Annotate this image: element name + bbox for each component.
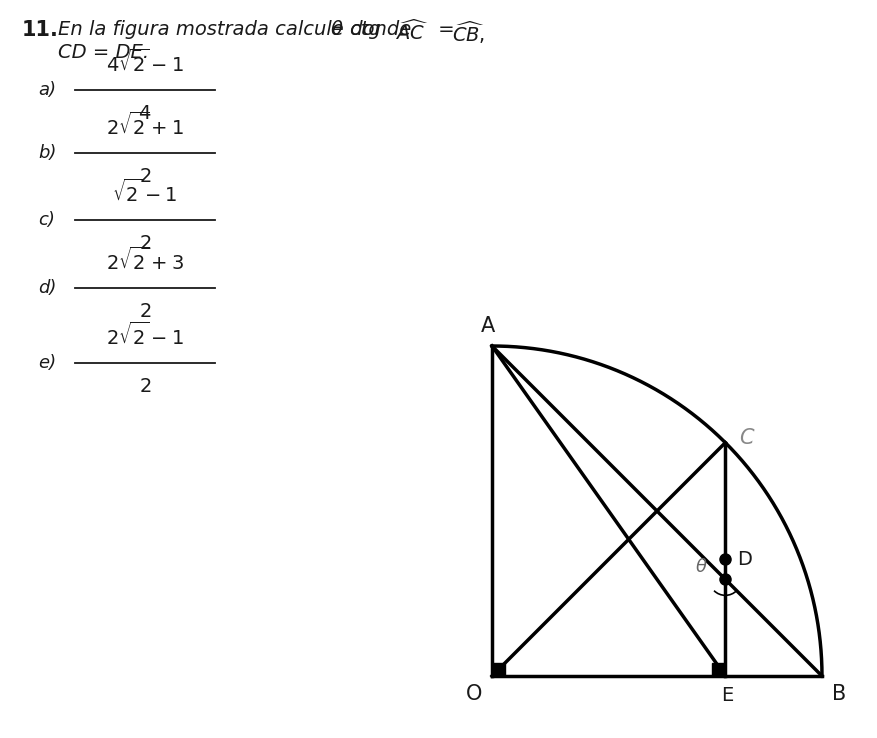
Text: En la figura mostrada calcule ctg: En la figura mostrada calcule ctg xyxy=(58,20,381,39)
Text: O: O xyxy=(466,684,482,704)
Text: E: E xyxy=(721,686,733,705)
Text: $4\sqrt{2}-1$: $4\sqrt{2}-1$ xyxy=(106,49,184,76)
Text: a): a) xyxy=(38,81,56,99)
Text: D: D xyxy=(738,550,752,569)
Text: $\theta$: $\theta$ xyxy=(695,559,708,576)
Text: $\widehat{AC}$: $\widehat{AC}$ xyxy=(395,20,429,44)
Text: A: A xyxy=(481,316,496,336)
Text: donde: donde xyxy=(344,20,411,39)
Text: d): d) xyxy=(38,279,56,297)
Text: $2\sqrt{2}+1$: $2\sqrt{2}+1$ xyxy=(106,111,184,139)
Text: CD = DE.: CD = DE. xyxy=(58,43,149,62)
Text: =: = xyxy=(432,20,461,39)
Text: c): c) xyxy=(38,211,55,229)
Text: $\widehat{CB}$,: $\widehat{CB}$, xyxy=(452,20,485,46)
Text: $\sqrt{2}-1$: $\sqrt{2}-1$ xyxy=(112,179,178,206)
Bar xyxy=(492,663,505,676)
Text: $2$: $2$ xyxy=(139,302,151,321)
Text: $2\sqrt{2}-1$: $2\sqrt{2}-1$ xyxy=(106,322,184,349)
Text: B: B xyxy=(832,684,846,704)
Text: 11.: 11. xyxy=(22,20,59,40)
Text: $2$: $2$ xyxy=(139,167,151,186)
Text: $2$: $2$ xyxy=(139,234,151,253)
Text: $\theta$: $\theta$ xyxy=(330,20,344,39)
Text: b): b) xyxy=(38,144,56,162)
Text: C: C xyxy=(739,427,754,448)
Text: $2\sqrt{2}+3$: $2\sqrt{2}+3$ xyxy=(106,246,184,274)
Text: $2$: $2$ xyxy=(139,377,151,396)
Text: e): e) xyxy=(38,354,56,372)
Bar xyxy=(712,663,725,676)
Text: $4$: $4$ xyxy=(139,104,152,123)
